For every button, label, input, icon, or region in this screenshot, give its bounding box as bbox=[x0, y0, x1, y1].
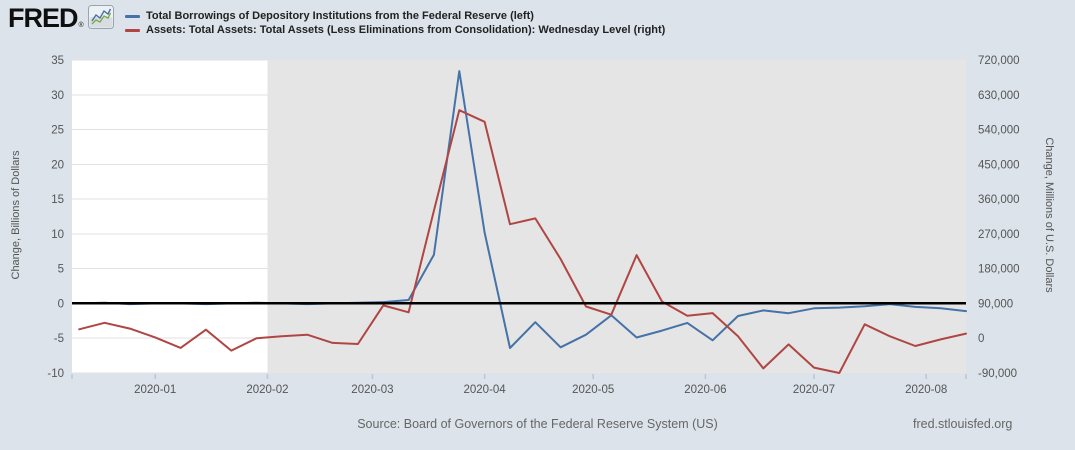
right-axis-tick-label: 540,000 bbox=[978, 125, 1020, 137]
left-axis-tick-label: 0 bbox=[58, 298, 64, 310]
left-axis-title: Change, Billions of Dollars bbox=[10, 150, 22, 280]
right-axis-tick-label: 0 bbox=[978, 333, 984, 345]
x-axis-tick-label: 2020-03 bbox=[351, 384, 393, 396]
right-axis-tick-label: 720,000 bbox=[978, 55, 1020, 67]
left-axis-tick-label: 30 bbox=[51, 90, 64, 102]
source-text: Source: Board of Governors of the Federa… bbox=[357, 417, 718, 431]
x-axis-tick-label: 2020-04 bbox=[464, 384, 507, 396]
x-axis-tick-label: 2020-05 bbox=[572, 384, 614, 396]
left-axis-tick-label: 25 bbox=[51, 125, 64, 137]
legend-label-total-assets: Assets: Total Assets: Total Assets (Less… bbox=[146, 24, 666, 36]
left-axis-tick-label: 20 bbox=[51, 159, 64, 171]
series-line-total-assets bbox=[78, 109, 967, 374]
fred-logo: FRED ® bbox=[8, 3, 114, 33]
legend-swatch-borrowings bbox=[125, 14, 140, 18]
fred-logo-text: FRED bbox=[8, 3, 78, 33]
x-axis-tick-label: 2020-06 bbox=[684, 384, 726, 396]
x-axis-tick-label: 2020-07 bbox=[793, 384, 835, 396]
left-axis-tick-label: -10 bbox=[47, 368, 64, 380]
left-axis-tick-label: 35 bbox=[51, 55, 64, 67]
fred-logo-chart-icon bbox=[87, 5, 114, 29]
right-axis-tick-label: 90,000 bbox=[978, 298, 1013, 310]
right-axis-tick-label: 180,000 bbox=[978, 264, 1020, 276]
x-axis-tick-label: 2020-01 bbox=[134, 384, 176, 396]
legend-swatch-total-assets bbox=[125, 28, 140, 32]
legend: Total Borrowings of Depository Instituti… bbox=[125, 9, 665, 37]
registered-mark: ® bbox=[78, 22, 84, 29]
left-axis-tick-label: -5 bbox=[54, 333, 64, 345]
right-axis-title: Change, Millions of U.S. Dollars bbox=[1043, 137, 1055, 293]
right-axis-tick-label: 270,000 bbox=[978, 229, 1020, 241]
fred-site-link[interactable]: fred.stlouisfed.org bbox=[913, 417, 1013, 431]
left-axis-tick-label: 10 bbox=[51, 229, 64, 241]
legend-label-borrowings: Total Borrowings of Depository Instituti… bbox=[146, 10, 534, 22]
right-axis-tick-label: -90,000 bbox=[978, 368, 1017, 380]
right-axis-tick-label: 630,000 bbox=[978, 90, 1020, 102]
legend-item-total-assets: Assets: Total Assets: Total Assets (Less… bbox=[125, 23, 665, 37]
right-axis-tick-label: 450,000 bbox=[978, 159, 1020, 171]
left-axis-tick-label: 15 bbox=[51, 194, 64, 206]
recession-shading-band bbox=[267, 60, 966, 373]
x-axis-tick-label: 2020-02 bbox=[246, 384, 288, 396]
x-axis-tick-label: 2020-08 bbox=[905, 384, 947, 396]
right-axis-tick-label: 360,000 bbox=[978, 194, 1020, 206]
legend-item-borrowings: Total Borrowings of Depository Instituti… bbox=[125, 9, 665, 23]
left-axis-tick-label: 5 bbox=[58, 264, 64, 276]
